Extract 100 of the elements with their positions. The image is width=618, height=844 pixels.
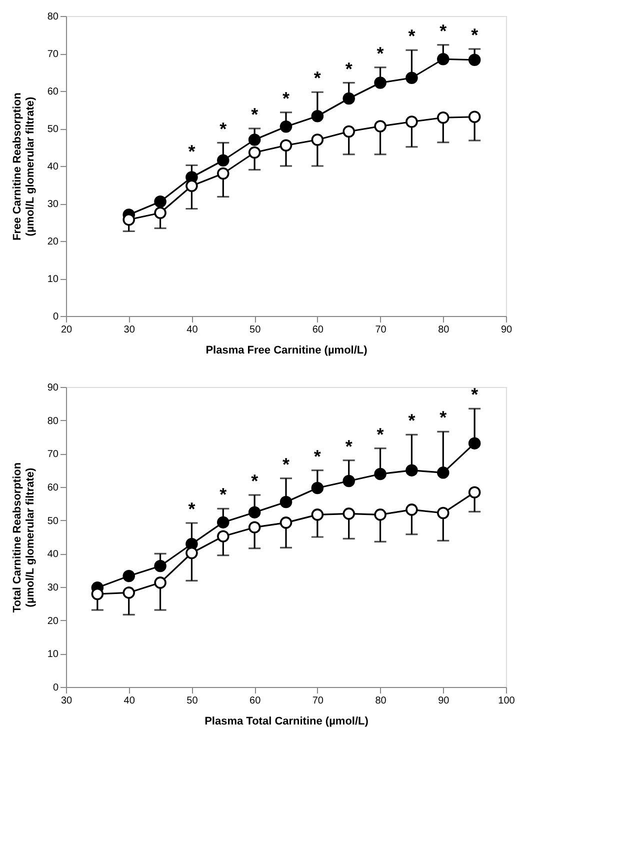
x-tick-label: 60 (312, 324, 324, 336)
annotation: * (188, 141, 196, 162)
point (374, 76, 386, 89)
x-tick-label: 30 (124, 324, 136, 336)
point (437, 466, 450, 479)
point (248, 521, 261, 534)
y-tick-label: 30 (47, 199, 59, 210)
point (311, 110, 324, 122)
point (468, 110, 481, 124)
annotation: * (440, 20, 447, 41)
y-tick-label: 60 (47, 86, 59, 98)
point (280, 516, 292, 529)
y-tick-label: 50 (47, 516, 59, 527)
y-tick-label: 80 (47, 12, 59, 22)
annotation: * (471, 25, 478, 45)
y-tick-label: 60 (47, 482, 59, 494)
y-tick-label: 10 (47, 649, 59, 660)
point (342, 508, 355, 520)
y-tick-label: 10 (47, 274, 59, 285)
annotation: * (220, 484, 227, 505)
point (437, 506, 450, 520)
annotation: * (188, 499, 196, 519)
point (154, 206, 166, 220)
y-tick-label: 20 (47, 236, 59, 248)
annotation: * (314, 446, 321, 466)
annotation: * (345, 58, 352, 79)
y-tick-label: 70 (47, 49, 59, 60)
y-tick-label: 40 (47, 549, 59, 560)
point (342, 125, 355, 138)
annotation: * (220, 118, 227, 139)
x-tick-label: 40 (186, 324, 198, 336)
x-tick-label: 50 (250, 324, 262, 336)
annotation: * (314, 68, 321, 88)
point (406, 464, 418, 476)
x-tick-label: 50 (186, 696, 198, 706)
x-tick-label: 80 (438, 324, 450, 336)
y-axis-title: Free Carnitine Reabsorption (µmol/L glomerular filtrate) (11, 92, 36, 240)
annotation: * (251, 104, 258, 124)
annotation: * (251, 471, 258, 491)
x-axis-title: Plasma Total Carnitine (µmol/L) (204, 716, 369, 728)
point (154, 576, 166, 589)
point (280, 496, 292, 508)
annotation: * (345, 436, 352, 456)
x-axis-title: Plasma Free Carnitine (µmol/L) (206, 344, 368, 356)
x-tick-label: 70 (312, 696, 324, 706)
y-tick-label: 0 (52, 682, 59, 694)
point (311, 134, 324, 146)
point (248, 506, 261, 518)
point (311, 508, 324, 521)
x-tick-label: 40 (124, 696, 136, 706)
point (468, 54, 481, 66)
annotation: * (408, 410, 416, 431)
point (342, 474, 355, 488)
x-tick-label: 60 (250, 696, 262, 706)
point (280, 139, 292, 152)
point (437, 111, 450, 124)
point (437, 52, 450, 66)
x-tick-label: 30 (60, 696, 72, 706)
y-tick-label: 20 (47, 616, 59, 627)
x-tick-label: 80 (375, 696, 387, 706)
point (468, 437, 481, 450)
annotation: * (376, 424, 384, 444)
point (406, 72, 418, 84)
x-tick-label: 20 (60, 324, 72, 336)
y-tick-label: 80 (47, 416, 59, 427)
x-tick-label: 90 (500, 324, 512, 336)
x-tick-label: 90 (438, 696, 450, 706)
point (280, 120, 292, 133)
point (374, 468, 386, 480)
annotation: * (440, 408, 447, 428)
y-tick-label: 40 (47, 162, 59, 172)
point (406, 504, 418, 516)
x-tick-label: 100 (498, 696, 516, 706)
point (122, 570, 135, 582)
point (311, 482, 324, 494)
y-tick-label: 30 (47, 582, 59, 594)
point (468, 486, 481, 498)
point (122, 586, 135, 599)
y-tick-label: 0 (52, 312, 59, 322)
y-tick-label: 90 (47, 382, 59, 394)
point (154, 560, 166, 572)
y-tick-label: 50 (47, 124, 59, 135)
point (374, 508, 386, 521)
point (217, 530, 230, 542)
point (248, 146, 261, 159)
annotation: * (376, 43, 384, 64)
annotation: * (408, 26, 416, 46)
x-tick-label: 70 (375, 324, 387, 336)
point (217, 516, 230, 528)
point (154, 195, 166, 208)
point (406, 116, 418, 128)
annotation: * (282, 454, 290, 474)
point (248, 134, 261, 146)
y-tick-label: 70 (47, 449, 59, 460)
annotation: * (471, 384, 478, 405)
point (217, 167, 230, 180)
point (342, 92, 355, 105)
point (374, 120, 386, 132)
annotation: * (282, 88, 290, 108)
point (217, 154, 230, 167)
